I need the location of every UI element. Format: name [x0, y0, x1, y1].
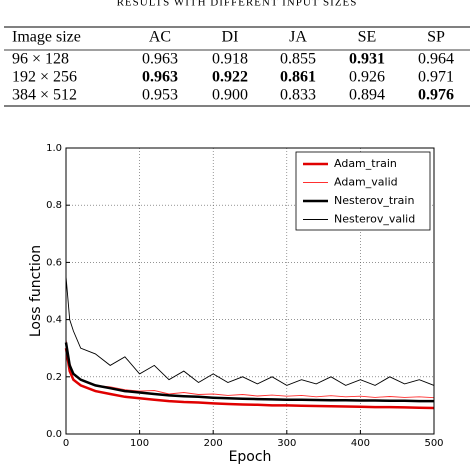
- x-tick-label: 100: [130, 438, 149, 449]
- table-cell: 0.833: [280, 87, 316, 104]
- y-tick-label: 0.6: [46, 257, 62, 268]
- x-tick-label: 200: [204, 438, 223, 449]
- table-header: AC: [149, 29, 171, 46]
- y-tick-label: 0.4: [46, 315, 62, 326]
- table-cell: 0.963: [142, 69, 178, 86]
- table-header: Image size: [12, 29, 81, 46]
- table-header: SP: [427, 29, 445, 46]
- table-cell: 96 × 128: [12, 51, 69, 68]
- table-cell: 0.894: [349, 87, 385, 104]
- plot-frame: [65, 147, 435, 435]
- table-header: SE: [358, 29, 377, 46]
- legend-label: Nesterov_train: [334, 194, 414, 207]
- table-cell: 0.855: [280, 51, 316, 68]
- x-tick-label: 400: [351, 438, 370, 449]
- table-cell: 0.861: [280, 69, 316, 86]
- x-tick-label: 300: [277, 438, 296, 449]
- table-cell: 0.963: [142, 51, 178, 68]
- x-tick-label: 0: [63, 438, 69, 449]
- y-tick-label: 1.0: [46, 143, 62, 154]
- table-cell: 0.953: [142, 87, 178, 104]
- table-header: JA: [289, 29, 307, 46]
- line-series: [65, 339, 435, 399]
- table-cell: 384 × 512: [12, 87, 77, 104]
- table-cell: 0.976: [418, 87, 454, 104]
- legend-label: Adam_train: [334, 157, 397, 170]
- table-cell: 0.918: [212, 51, 248, 68]
- line-series: [65, 276, 435, 386]
- table-cell: 0.900: [212, 87, 248, 104]
- table-cell: 192 × 256: [12, 69, 77, 86]
- table-cell: 0.931: [349, 51, 385, 68]
- x-axis-label: Epoch: [229, 449, 272, 465]
- table-cell: 0.964: [418, 51, 454, 68]
- line-series: [64, 348, 435, 410]
- table-caption: RESULTS WITH DIFFERENT INPUT SIZES: [117, 0, 358, 9]
- y-axis-label: Loss function: [28, 245, 44, 337]
- y-tick-label: 0.2: [46, 372, 62, 383]
- y-tick-label: 0.8: [46, 200, 62, 211]
- table-cell: 0.922: [212, 69, 248, 86]
- legend-label: Nesterov_valid: [334, 213, 415, 226]
- table-cell: 0.926: [349, 69, 385, 86]
- table-cell: 0.971: [418, 69, 454, 86]
- line-series: [64, 342, 434, 403]
- x-tick-label: 500: [424, 438, 443, 449]
- y-tick-label: 0.0: [46, 429, 62, 440]
- table-header: DI: [222, 29, 239, 46]
- legend-label: Adam_valid: [334, 176, 398, 189]
